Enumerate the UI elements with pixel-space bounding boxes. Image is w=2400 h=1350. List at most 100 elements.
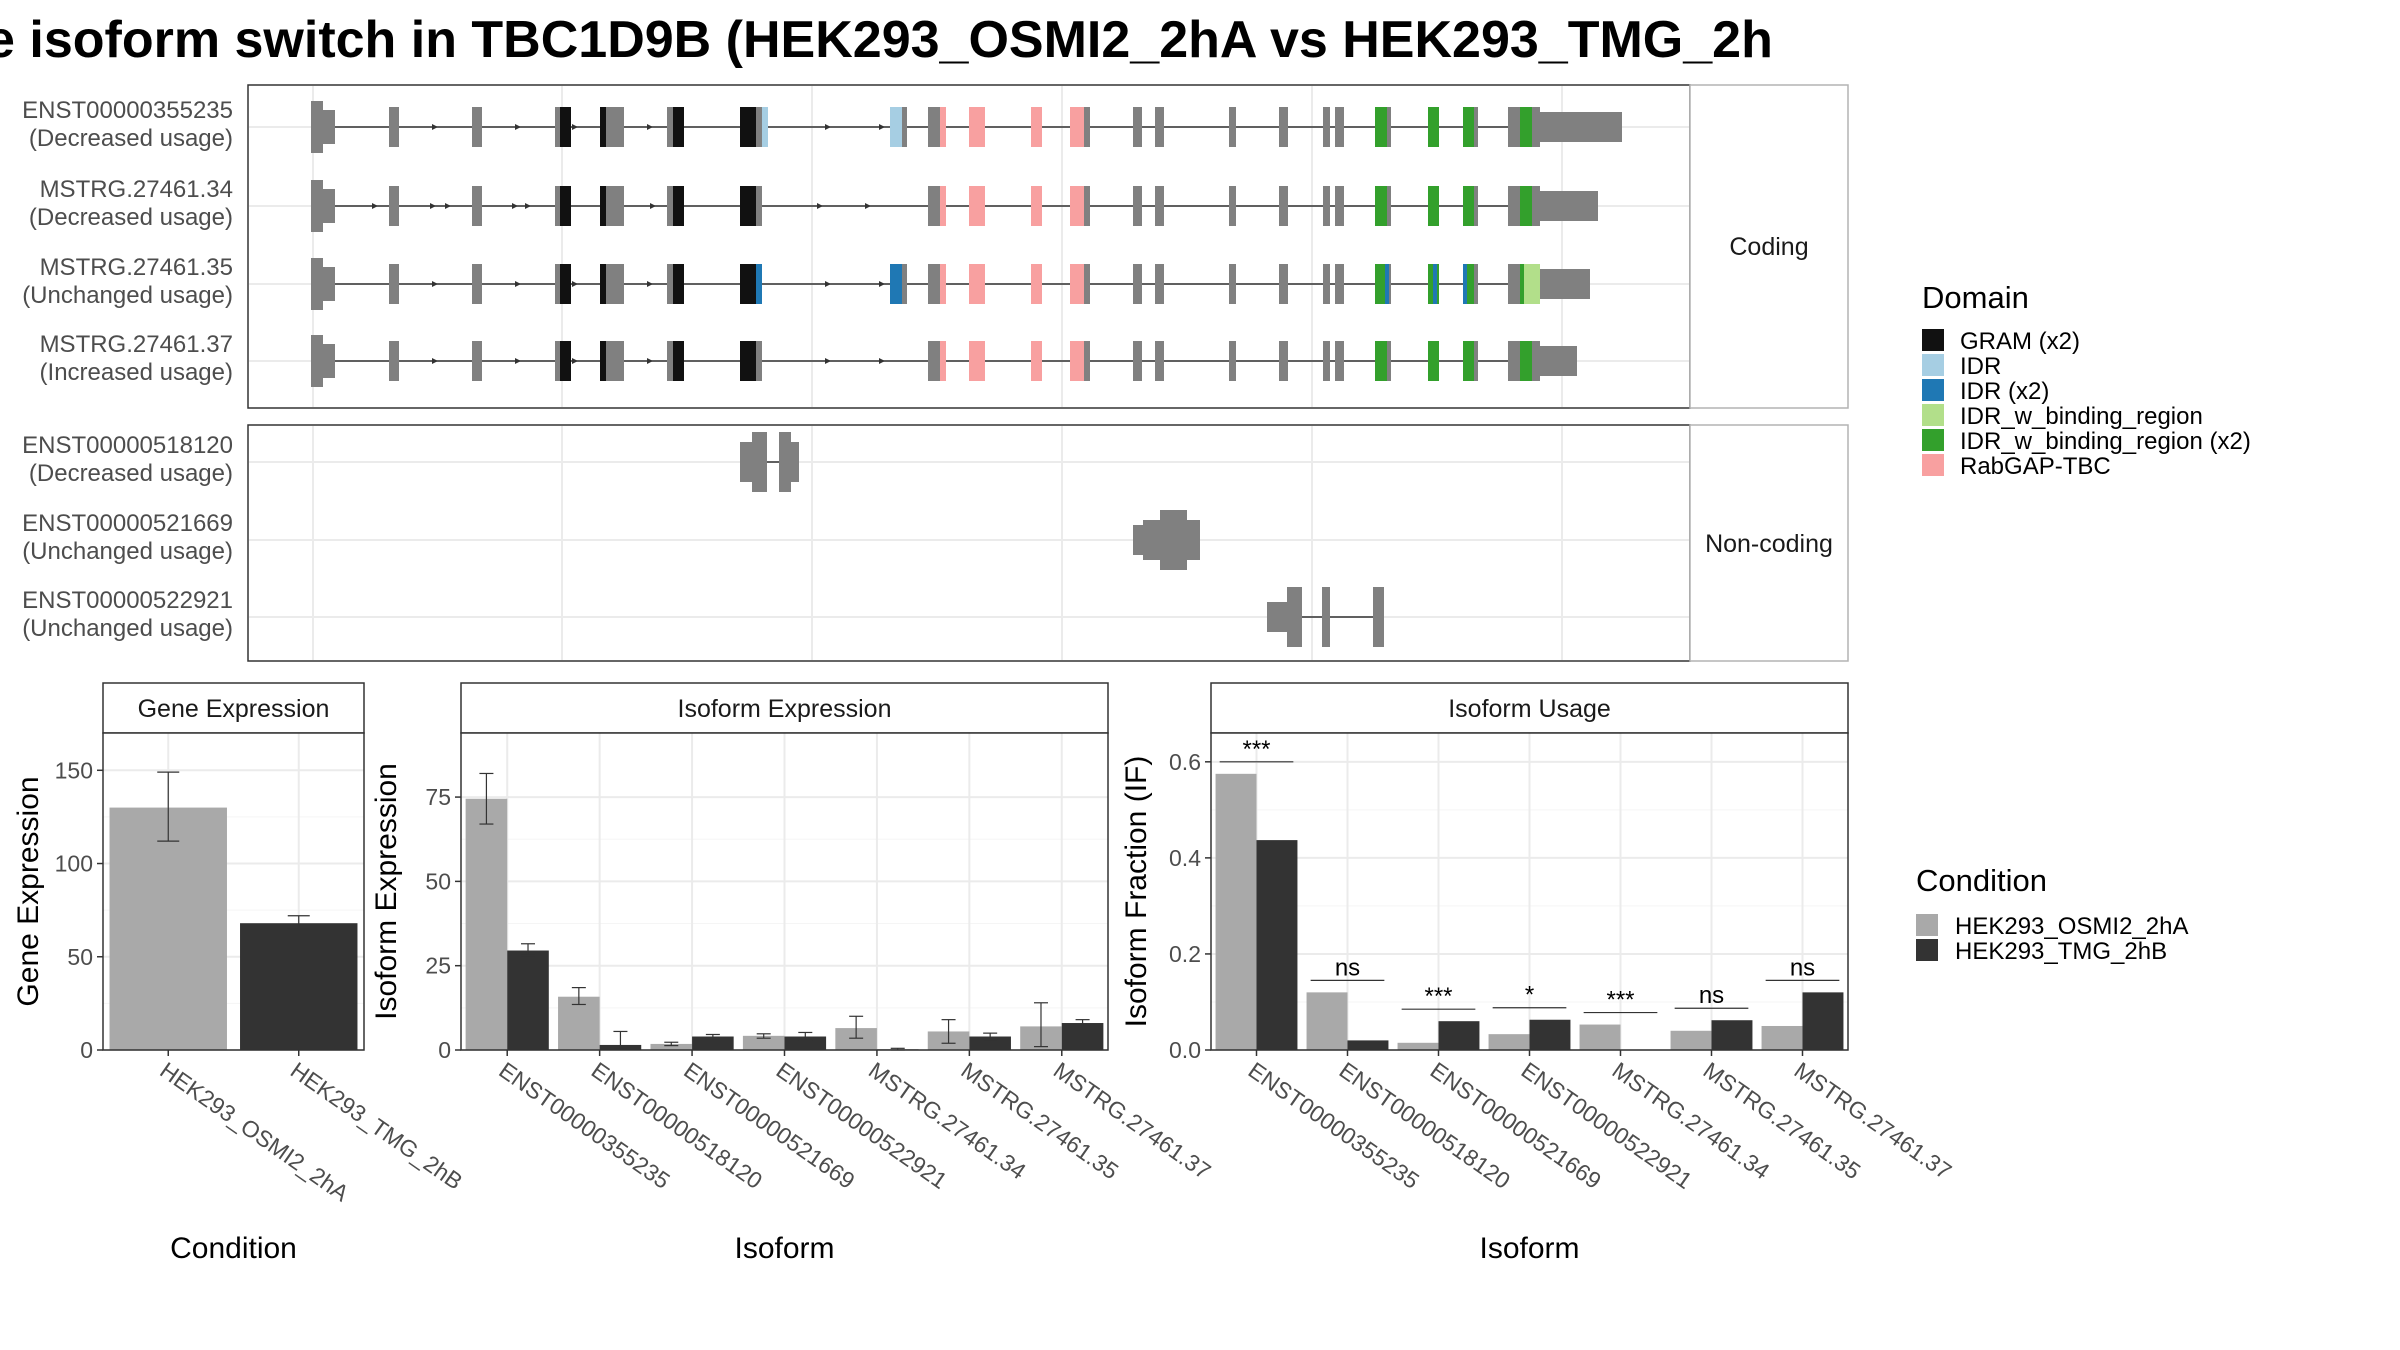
exon: [1279, 186, 1288, 226]
exon: [617, 264, 624, 304]
y-tick-label: 0.2: [1169, 941, 1201, 967]
gram-domain: [600, 186, 606, 226]
bar: [1802, 992, 1844, 1050]
exon: [1143, 520, 1160, 560]
bar: [1711, 1020, 1753, 1050]
y-tick-label: 150: [55, 757, 93, 783]
bar: [742, 1035, 785, 1050]
exon: [1133, 525, 1143, 555]
exon: [1267, 602, 1287, 632]
rabgap-tbc-domain: [940, 264, 946, 304]
significance-label: ns: [1699, 982, 1724, 1009]
x-tick-label: ENST00000521669: [1426, 1057, 1606, 1194]
exon: [1474, 186, 1478, 226]
exon: [555, 186, 560, 226]
exon: [1540, 346, 1577, 376]
idr-binding-x2-domain: [1520, 186, 1532, 226]
rabgap-tbc-domain: [969, 264, 985, 304]
domain-legend-swatch: [1922, 329, 1944, 351]
strand-arrow: [825, 124, 831, 130]
strand-arrow: [825, 358, 831, 364]
exon: [1155, 264, 1164, 304]
exon: [472, 264, 482, 304]
bar: [1579, 1024, 1621, 1050]
idr-binding-x2-domain: [1520, 341, 1532, 381]
rabgap-tbc-domain: [969, 107, 985, 147]
condition-legend-title: Condition: [1916, 863, 2047, 898]
bar: [507, 950, 549, 1050]
exon: [1133, 186, 1142, 226]
exon: [606, 186, 617, 226]
noncoding-transcript-usage: (Unchanged usage): [22, 538, 233, 565]
exon: [1508, 341, 1520, 381]
exon: [1155, 186, 1164, 226]
bar: [465, 798, 508, 1050]
idr-binding-x2-domain: [1463, 341, 1474, 381]
x-tick-label: ENST00000522921: [772, 1057, 952, 1194]
exon: [791, 442, 799, 482]
bar: [558, 996, 600, 1050]
exon: [1508, 186, 1520, 226]
x-tick-label: MSTRG.27461.37: [1790, 1057, 1957, 1185]
y-axis-title: Gene Expression: [12, 776, 45, 1006]
strand-arrow: [879, 281, 885, 287]
coding-transcript-name: MSTRG.27461.37: [40, 331, 233, 358]
noncoding-transcript-usage: (Decreased usage): [29, 460, 233, 487]
idr-binding-x2-domain: [1375, 186, 1387, 226]
gram-domain: [673, 186, 684, 226]
coding-transcript-name: MSTRG.27461.35: [40, 254, 233, 281]
exon: [1532, 341, 1540, 381]
idr-x2-domain: [1433, 264, 1437, 304]
x-tick-label: MSTRG.27461.34: [864, 1057, 1031, 1185]
noncoding-transcript-name: ENST00000521669: [22, 510, 233, 537]
bar: [692, 1036, 734, 1050]
y-tick-label: 0.6: [1169, 749, 1201, 775]
rabgap-tbc-domain: [940, 341, 946, 381]
chart-title: Isoform Expression: [678, 695, 892, 723]
exon: [472, 107, 482, 147]
exon: [555, 107, 560, 147]
rabgap-tbc-domain: [1070, 186, 1084, 226]
exon: [1508, 107, 1520, 147]
gram-domain: [560, 264, 571, 304]
exon: [1229, 264, 1236, 304]
noncoding-structure-panel: Non-coding ENST00000518120(Decreased usa…: [22, 424, 1849, 662]
exon: [323, 267, 335, 301]
x-tick-label: ENST00000518120: [587, 1057, 767, 1194]
bar: [969, 1036, 1011, 1050]
strand-arrow: [650, 203, 656, 209]
significance-label: ***: [1606, 987, 1634, 1014]
x-tick-label: MSTRG.27461.35: [956, 1057, 1123, 1185]
bar: [1306, 992, 1348, 1050]
noncoding-transcript-name: ENST00000522921: [22, 587, 233, 614]
idr-binding-x2-domain: [1375, 264, 1387, 304]
exon: [311, 258, 323, 310]
exon: [1133, 341, 1142, 381]
exon: [389, 341, 399, 381]
y-tick-label: 0.4: [1169, 845, 1201, 871]
rabgap-tbc-domain: [940, 107, 946, 147]
idr-binding-x2-domain: [1463, 107, 1474, 147]
chart-strip: [102, 682, 365, 734]
bar: [1670, 1030, 1712, 1050]
exon: [1279, 107, 1288, 147]
gram-domain: [600, 341, 606, 381]
coding-transcript-usage: (Decreased usage): [29, 125, 233, 152]
exon: [1155, 341, 1164, 381]
strand-arrow: [647, 281, 653, 287]
exon: [779, 432, 791, 492]
exon: [472, 186, 482, 226]
y-tick-label: 50: [67, 944, 93, 970]
coding-transcript-usage: (Unchanged usage): [22, 282, 233, 309]
exon: [389, 264, 399, 304]
bar: [240, 923, 358, 1050]
coding-structure-panel: Coding ENST00000355235(Decreased usage)M…: [22, 84, 1849, 409]
exon: [1155, 107, 1164, 147]
exon: [1508, 264, 1520, 304]
exon: [1474, 107, 1478, 147]
exon: [311, 101, 323, 153]
idr-binding-x2-domain: [1375, 107, 1387, 147]
exon: [617, 341, 624, 381]
chart-strip: [1210, 682, 1849, 734]
